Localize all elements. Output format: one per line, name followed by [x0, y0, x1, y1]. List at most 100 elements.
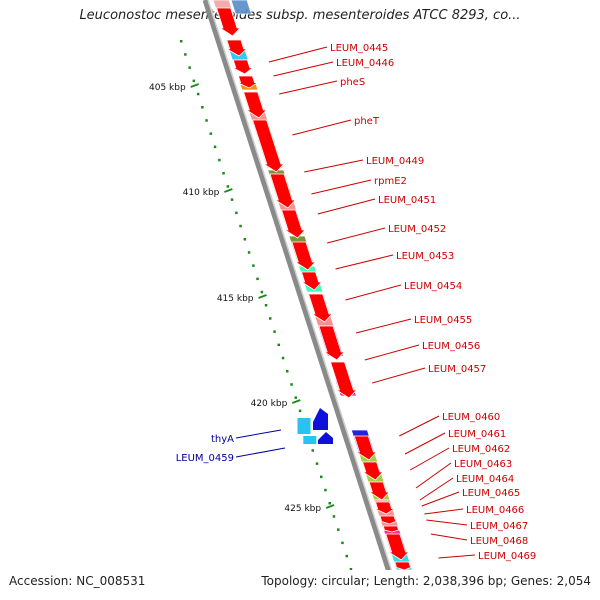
scale-dot [184, 53, 187, 56]
gene-arrow [300, 271, 323, 291]
gene-label-right: LEUM_0449 [366, 156, 424, 167]
feature-block [303, 436, 317, 444]
gene-label-right: LEUM_0465 [462, 488, 520, 499]
gene-arrow [281, 209, 306, 239]
scale-tick [258, 294, 267, 299]
gene-arrow [232, 59, 254, 75]
gene-label-right: LEUM_0467 [470, 521, 528, 532]
label-leader [430, 533, 468, 541]
scale-dot [222, 172, 225, 175]
scale-dot [281, 356, 285, 360]
gene-label-right: LEUM_0463 [454, 459, 512, 470]
gene-arrow [308, 293, 333, 323]
scale-dot [239, 224, 242, 228]
gene-label-right: LEUM_0466 [466, 505, 524, 516]
scale-dot [264, 304, 268, 307]
scale-dot [179, 40, 183, 43]
gene-label-right: LEUM_0464 [456, 474, 514, 485]
scale-tick-label: 410 kbp [183, 188, 220, 198]
gene-label-right: LEUM_0468 [470, 536, 528, 547]
label-leader [311, 179, 372, 195]
scale-tick [325, 504, 335, 509]
scale-dot [192, 79, 196, 83]
scale-dot [218, 158, 221, 162]
feature-block [230, 0, 253, 15]
label-leaders [235, 46, 476, 559]
scale-dot [298, 409, 302, 413]
label-leader [273, 61, 334, 77]
gene-label-right: LEUM_0456 [422, 341, 480, 352]
label-leader [399, 415, 440, 437]
gene-label-right: LEUM_0460 [442, 412, 500, 423]
genome-backbone [202, 0, 391, 570]
gene-arrow [243, 91, 268, 119]
scale-tick [224, 188, 233, 193]
gene-arrows [216, 7, 414, 570]
label-leader [415, 462, 452, 489]
scale-dot [213, 145, 217, 149]
scale-dot [337, 528, 340, 531]
gene-arrow [353, 435, 378, 461]
gene-label-right: LEUM_0462 [452, 444, 510, 455]
gene-arrow [385, 533, 410, 561]
label-leader [279, 80, 338, 95]
label-leader [426, 519, 468, 526]
scale-tick [190, 83, 200, 88]
scale-dot [252, 264, 255, 267]
label-leader [345, 284, 402, 301]
scale-dot [315, 462, 319, 465]
scale-dot [205, 119, 208, 122]
gene-arrow [291, 241, 317, 271]
scale-dot [260, 290, 264, 294]
scale-dot [209, 132, 213, 135]
gene-label-right: pheT [354, 116, 380, 127]
scale-dot [311, 449, 314, 452]
scale-dot [328, 502, 331, 505]
gene-labels: LEUM_0445 LEUM_0446 pheS pheT LEUM_0449 rpmE2… [176, 43, 537, 562]
scale-dot [269, 317, 272, 320]
genome-backbone-shadow [207, 0, 393, 570]
gene-label-right: pheS [340, 77, 365, 88]
label-leader [304, 159, 364, 173]
gene-label-right: LEUM_0461 [448, 429, 506, 440]
label-leader [409, 447, 450, 471]
topology-text: Topology: circular; Length: 2,038,396 bp… [261, 574, 591, 588]
scale-dot [294, 396, 297, 399]
gene-label-right: LEUM_0469 [478, 551, 536, 562]
label-leader [364, 344, 420, 361]
scale-dot [256, 277, 259, 281]
scale-dot [320, 475, 323, 479]
label-leader [421, 491, 460, 507]
scale-tick-label: 415 kbp [217, 294, 254, 304]
gene-label-right: LEUM_0452 [388, 224, 446, 235]
label-leader [419, 477, 454, 501]
scale-dot [341, 541, 344, 545]
label-leader [317, 198, 376, 215]
gene-label-right: LEUM_0446 [336, 58, 394, 69]
scale-dots [179, 40, 353, 570]
gene-label-right: LEUM_0451 [378, 195, 436, 206]
feature-block [297, 418, 311, 434]
gene-arrow [237, 75, 259, 89]
gene-label-right: LEUM_0457 [428, 364, 486, 375]
gene-arrow [318, 325, 346, 361]
label-leader [235, 447, 286, 458]
gene-arrow [252, 119, 285, 173]
gene-arrow [329, 361, 358, 399]
scale-tick-label: 405 kbp [149, 83, 186, 93]
label-leader [335, 254, 394, 270]
scale-dot [349, 568, 353, 570]
scale-dot [286, 370, 289, 373]
gene-arrow-reverse [318, 432, 333, 444]
scale-dot [196, 92, 200, 96]
gene-arrow [393, 561, 414, 570]
gene-label-right: LEUM_0455 [414, 315, 472, 326]
label-leader [424, 508, 464, 515]
scale-dot [188, 66, 191, 69]
gene-arrow [216, 7, 241, 37]
gene-arrow [225, 39, 248, 57]
label-leader [438, 554, 476, 559]
scale-dot [201, 106, 204, 109]
scale-dot [324, 488, 327, 492]
gene-label-right: LEUM_0445 [330, 43, 388, 54]
